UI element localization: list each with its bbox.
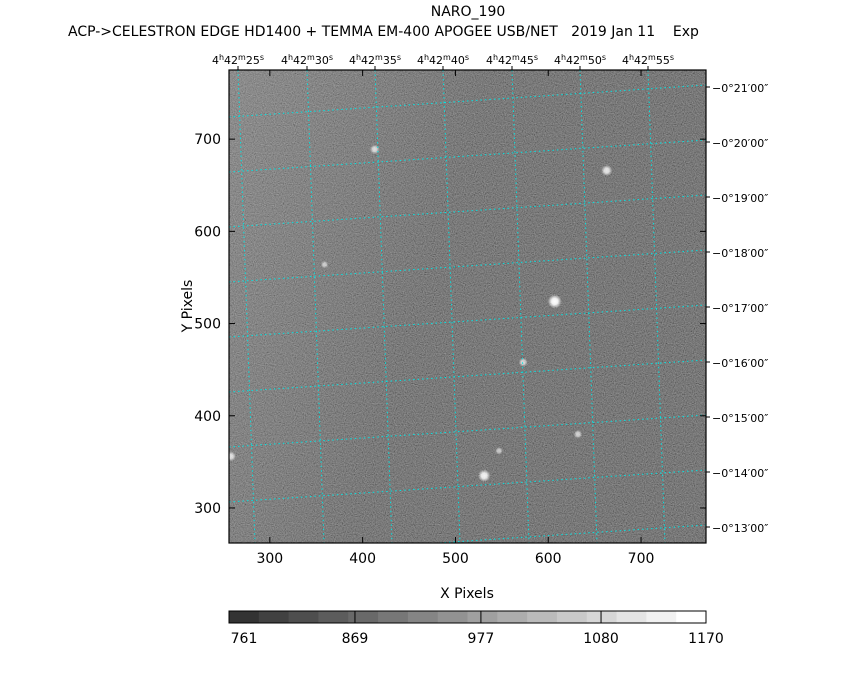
colorbar-label: 1080: [583, 631, 619, 647]
dec-grid-line: [229, 194, 706, 228]
dec-tick-label: −0°16′00″: [712, 357, 768, 370]
ra-tick-label: 4h42m30s: [281, 53, 333, 67]
star: [495, 447, 503, 455]
image-background: [229, 70, 706, 543]
ra-tick-label: 4h42m50s: [554, 53, 606, 67]
colorbar-label: 869: [342, 631, 369, 647]
star: [573, 429, 583, 439]
ra-tick-label: 4h42m25s: [212, 53, 264, 67]
y-axis-label: Y Pixels: [180, 280, 196, 334]
dec-tick-label: −0°14′00″: [712, 467, 768, 480]
colorbar-step: [527, 611, 558, 623]
dec-tick-label: −0°20′00″: [712, 137, 768, 150]
colorbar-step: [348, 611, 379, 623]
colorbar-step: [288, 611, 319, 623]
star: [369, 144, 380, 155]
dec-grid-line: [229, 359, 706, 393]
ra-tick-label: 4h42m55s: [622, 53, 674, 67]
ra-tick-label: 4h42m35s: [349, 53, 401, 67]
y-tick-label: 300: [194, 501, 221, 517]
y-tick-label: 600: [194, 224, 221, 240]
y-tick-label: 500: [194, 317, 221, 333]
star: [601, 165, 613, 177]
x-tick-label: 400: [349, 551, 376, 567]
dec-tick-label: −0°18′00″: [712, 247, 768, 260]
colorbar-label: 1170: [688, 631, 724, 647]
x-tick-label: 300: [256, 551, 283, 567]
dec-tick-label: −0°19′00″: [712, 192, 768, 205]
x-tick-label: 500: [442, 551, 469, 567]
dec-grid-line: [229, 249, 706, 283]
colorbar-step: [437, 611, 468, 623]
colorbar-label: 977: [468, 631, 495, 647]
x-tick-label: 700: [628, 551, 655, 567]
dec-tick-label: −0°15′00″: [712, 412, 768, 425]
colorbar-frame: [228, 610, 707, 624]
colorbar-label: 761: [231, 631, 258, 647]
colorbar-step: [556, 611, 588, 623]
dec-grid-line: [229, 84, 706, 118]
colorbar-step: [676, 611, 707, 623]
colorbar-step: [467, 611, 498, 623]
colorbar: 761 869 977 1080 1170: [228, 610, 724, 647]
dec-grid-line: [229, 414, 706, 448]
colorbar-step: [616, 611, 647, 623]
chart-title: NARO_190: [431, 4, 506, 20]
y-tick-label: 400: [194, 409, 221, 425]
dec-grid-line: [229, 469, 706, 503]
star: [477, 469, 491, 482]
dec-tick-label: −0°21′00″: [712, 82, 768, 95]
colorbar-step: [586, 611, 618, 623]
colorbar-step: [378, 611, 409, 623]
y-tick-label: 700: [194, 132, 221, 148]
dec-grid-line: [229, 139, 706, 173]
colorbar-step: [497, 611, 528, 623]
x-axis-label: X Pixels: [440, 586, 494, 602]
star: [229, 451, 236, 462]
ra-tick-label: 4h42m45s: [486, 53, 538, 67]
ra-tick-label: 4h42m40s: [417, 53, 469, 67]
star: [320, 260, 329, 269]
dec-grid-line: [229, 304, 706, 338]
x-tick-label: 600: [535, 551, 562, 567]
colorbar-step: [318, 611, 349, 623]
star: [547, 294, 562, 309]
star: [518, 357, 528, 367]
chart-subtitle: ACP->CELESTRON EDGE HD1400 + TEMMA EM-40…: [68, 24, 699, 40]
colorbar-step: [258, 611, 290, 623]
colorbar-step: [407, 611, 439, 623]
dec-tick-label: −0°13′00″: [712, 522, 768, 535]
colorbar-step: [229, 611, 260, 623]
dec-grid-line: [430, 524, 706, 543]
colorbar-step: [646, 611, 677, 623]
dec-tick-label: −0°17′00″: [712, 302, 768, 315]
